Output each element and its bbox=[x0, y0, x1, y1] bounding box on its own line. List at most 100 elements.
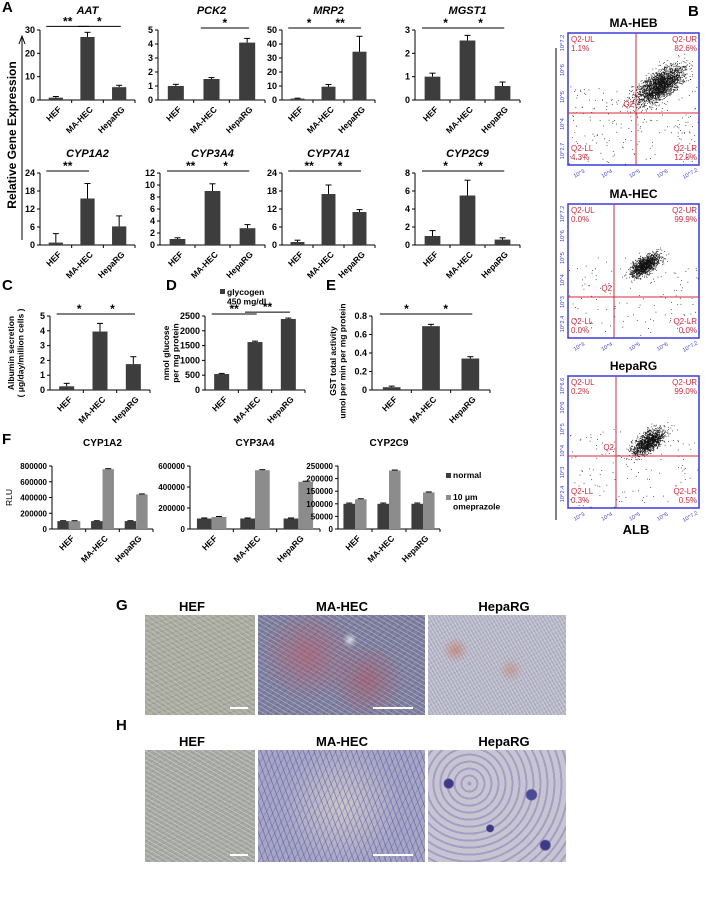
flow-event bbox=[637, 103, 639, 105]
flow-event bbox=[664, 81, 665, 83]
flow-event bbox=[640, 255, 642, 257]
flow-event bbox=[622, 326, 624, 328]
flow-event bbox=[671, 86, 673, 87]
flow-event bbox=[653, 81, 655, 83]
flow-event bbox=[654, 259, 655, 261]
flow-event bbox=[676, 72, 677, 74]
flow-event bbox=[688, 116, 690, 118]
flow-event bbox=[634, 94, 636, 96]
y-tick-label: 0 bbox=[405, 240, 410, 250]
chart-title-mgst1: MGST1 bbox=[449, 5, 487, 17]
flow-event bbox=[639, 89, 640, 91]
flow-event bbox=[681, 132, 683, 134]
flow-event bbox=[664, 92, 666, 94]
flow-event bbox=[660, 89, 662, 91]
flow-event bbox=[638, 258, 640, 259]
flow-event bbox=[633, 100, 635, 102]
flow-event bbox=[661, 249, 663, 251]
flow-event bbox=[658, 94, 660, 95]
flow-event bbox=[672, 80, 673, 82]
y-axis-label: RLU bbox=[4, 489, 14, 506]
flow-event bbox=[666, 85, 668, 86]
flow-event bbox=[651, 93, 652, 94]
flow-event bbox=[630, 441, 632, 443]
flow-event bbox=[664, 81, 666, 83]
flow-event bbox=[665, 69, 667, 71]
flow-event bbox=[682, 77, 683, 78]
flow-event bbox=[639, 98, 640, 100]
flow-event bbox=[652, 95, 654, 97]
flow-event bbox=[580, 89, 581, 91]
flow-event bbox=[627, 104, 629, 105]
flow-event bbox=[653, 74, 655, 75]
flow-event bbox=[652, 82, 654, 84]
flow-event bbox=[672, 68, 674, 70]
flow-event bbox=[621, 457, 622, 459]
flow-event bbox=[643, 102, 645, 104]
flow-event bbox=[642, 103, 644, 105]
flow-event bbox=[650, 89, 651, 90]
flow-event bbox=[647, 265, 649, 266]
flow-event bbox=[660, 90, 661, 91]
flow-event bbox=[660, 87, 662, 89]
x-tick-label: MA-HEC bbox=[407, 394, 438, 425]
flow-event bbox=[631, 266, 633, 267]
flow-event bbox=[656, 91, 658, 93]
bar-hef-normal bbox=[343, 503, 355, 529]
flow-event bbox=[651, 269, 653, 270]
flow-event bbox=[650, 93, 651, 95]
flow-event bbox=[654, 93, 656, 95]
flow-event bbox=[659, 94, 660, 96]
flow-event bbox=[695, 269, 697, 271]
flow-event bbox=[655, 102, 657, 104]
flow-event bbox=[656, 120, 658, 121]
flow-event bbox=[641, 89, 643, 90]
flow-event bbox=[632, 270, 634, 272]
flow-event bbox=[671, 72, 673, 74]
flow-event bbox=[649, 429, 651, 431]
flow-event bbox=[647, 92, 648, 94]
flow-event bbox=[635, 270, 637, 272]
flow-event bbox=[662, 87, 664, 89]
flow-event bbox=[633, 86, 635, 88]
flow-event bbox=[656, 102, 658, 103]
flow-event bbox=[646, 85, 647, 87]
flow-event bbox=[658, 77, 660, 79]
flow-event bbox=[663, 87, 665, 88]
flow-event bbox=[643, 273, 645, 275]
flow-event bbox=[637, 448, 638, 450]
flow-event bbox=[655, 85, 657, 87]
flow-event bbox=[646, 265, 648, 266]
flow-event bbox=[683, 61, 685, 63]
flow-xlabel: ALB bbox=[623, 522, 650, 537]
flow-event bbox=[634, 262, 636, 264]
flow-event bbox=[639, 270, 641, 272]
flow-event bbox=[634, 275, 636, 276]
flow-event bbox=[632, 265, 634, 267]
flow-event bbox=[571, 457, 573, 459]
flow-event bbox=[638, 453, 640, 455]
y-tick-label: 0 bbox=[195, 385, 200, 395]
flow-event bbox=[667, 73, 669, 75]
flow-event bbox=[644, 81, 646, 83]
flow-event bbox=[669, 81, 671, 83]
legend-swatch bbox=[446, 495, 451, 500]
x-tick-label: MA-HEC bbox=[64, 104, 95, 135]
flow-event bbox=[653, 257, 655, 258]
flow-event bbox=[641, 268, 643, 270]
flow-event bbox=[664, 67, 666, 68]
flow-event bbox=[639, 87, 641, 89]
flow-event bbox=[673, 91, 674, 92]
flow-event bbox=[656, 100, 657, 102]
flow-event bbox=[679, 82, 681, 84]
flow-event bbox=[649, 87, 651, 89]
flow-event bbox=[667, 94, 669, 96]
flow-event bbox=[673, 126, 675, 128]
flow-event bbox=[658, 445, 659, 446]
flow-event bbox=[648, 262, 650, 264]
flow-event bbox=[677, 55, 679, 56]
y-tick-label: 6 bbox=[405, 186, 410, 196]
flow-event bbox=[649, 84, 651, 86]
flow-event bbox=[641, 271, 643, 273]
flow-event bbox=[630, 271, 632, 273]
